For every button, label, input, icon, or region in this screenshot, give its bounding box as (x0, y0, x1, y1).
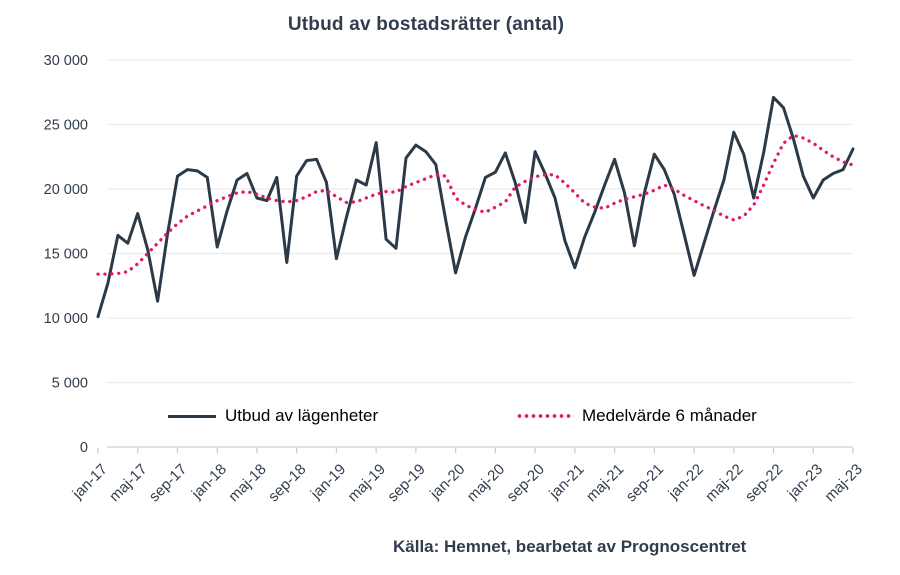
x-axis-label: maj-19 (345, 461, 389, 505)
x-axis-label: sep-19 (384, 461, 428, 505)
y-axis-label: 20 000 (44, 182, 88, 198)
y-axis-label: 0 (80, 440, 88, 456)
y-axis-label: 30 000 (44, 53, 88, 69)
x-axis-label: sep-18 (265, 461, 309, 505)
x-axis-label: sep-21 (623, 461, 667, 505)
legend-label-utbud: Utbud av lägenheter (225, 406, 379, 425)
chart-legend: Utbud av lägenheter Medelvärde 6 månader (0, 403, 900, 429)
x-axis-label: maj-20 (464, 461, 508, 505)
series-line-utbud (96, 95, 855, 319)
x-axis-label: maj-18 (225, 461, 269, 505)
y-axis-label: 25 000 (44, 118, 88, 134)
x-axis-label: jan-17 (69, 461, 111, 503)
legend-item-utbud: Utbud av lägenheter (168, 403, 378, 429)
dotted-line-swatch-icon (516, 413, 574, 419)
legend-item-medelvarde: Medelvärde 6 månader (516, 403, 757, 429)
x-axis-label: sep-20 (503, 461, 547, 505)
solid-line-swatch-icon (168, 414, 216, 418)
chart-title: Utbud av bostadsrätter (antal) (287, 14, 565, 35)
x-axis-label: jan-18 (188, 461, 230, 503)
source-note: Källa: Hemnet, bearbetat av Prognoscentr… (393, 537, 747, 556)
series-line-medelvarde (96, 133, 855, 276)
x-axis-label: maj-22 (702, 461, 746, 505)
x-axis-label: jan-21 (545, 461, 587, 503)
x-axis-label: maj-21 (583, 461, 627, 505)
x-axis-label: jan-20 (426, 461, 468, 503)
x-axis-label: jan-19 (307, 461, 349, 503)
y-axis-label: 15 000 (44, 247, 88, 263)
y-axis-label: 5 000 (52, 376, 88, 392)
x-axis-label: maj-17 (106, 461, 150, 505)
x-axis-label: maj-23 (821, 461, 865, 505)
x-axis-label: jan-22 (665, 461, 707, 503)
y-axis-label: 10 000 (44, 311, 88, 327)
legend-label-medelvarde: Medelvärde 6 månader (582, 406, 757, 425)
x-axis-label: jan-23 (784, 461, 826, 503)
x-axis-label: sep-22 (742, 461, 786, 505)
x-axis-label: sep-17 (146, 461, 190, 505)
